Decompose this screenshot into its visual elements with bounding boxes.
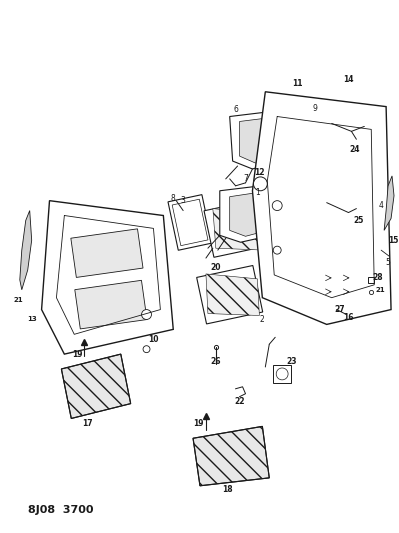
Text: 26: 26 [211,357,221,366]
Text: 13: 13 [27,317,37,322]
Text: 4: 4 [379,201,383,210]
Circle shape [253,177,267,191]
Polygon shape [230,110,297,169]
Circle shape [276,368,288,380]
Polygon shape [172,199,208,246]
Polygon shape [41,200,173,354]
Text: 7: 7 [243,174,248,183]
Text: 8J08  3700: 8J08 3700 [28,505,93,514]
Polygon shape [308,112,330,126]
Text: 17: 17 [82,419,93,428]
Polygon shape [315,270,364,305]
Text: 18: 18 [222,485,233,494]
Text: 8: 8 [171,194,176,203]
Polygon shape [253,92,391,325]
Polygon shape [71,229,143,278]
Polygon shape [168,195,212,251]
Circle shape [272,200,282,211]
Polygon shape [75,280,147,329]
Polygon shape [239,117,287,163]
Text: 12: 12 [254,168,265,177]
Text: 19: 19 [193,419,203,428]
Text: 27: 27 [334,305,345,314]
Text: 5: 5 [386,257,391,266]
Text: 22: 22 [234,397,245,406]
Text: 11: 11 [292,79,302,88]
Text: 1: 1 [255,188,260,197]
Circle shape [273,246,281,254]
Text: 28: 28 [373,273,383,282]
Polygon shape [273,365,291,383]
Text: 21: 21 [375,287,385,293]
Circle shape [142,310,152,319]
Text: 20: 20 [211,263,221,272]
Polygon shape [322,186,384,268]
Polygon shape [384,176,394,230]
Polygon shape [193,426,269,486]
Polygon shape [220,184,285,242]
Text: 6: 6 [233,105,238,114]
Text: 25: 25 [353,216,363,225]
Polygon shape [204,199,267,257]
Polygon shape [206,274,259,316]
Text: 15: 15 [388,236,399,245]
Text: 24: 24 [349,144,359,154]
Text: 23: 23 [287,357,297,366]
Circle shape [143,346,150,353]
Text: 16: 16 [343,313,354,322]
Text: 2: 2 [260,315,265,324]
Polygon shape [230,191,275,236]
Polygon shape [197,265,263,324]
Text: 19: 19 [72,350,83,359]
Polygon shape [332,195,374,260]
Text: 21: 21 [13,297,23,303]
Polygon shape [61,354,131,418]
Text: 14: 14 [343,75,354,84]
Polygon shape [213,208,265,250]
Text: 3: 3 [181,196,186,205]
Polygon shape [20,211,32,290]
Text: 9: 9 [312,104,317,113]
Polygon shape [305,191,328,206]
Text: 10: 10 [148,335,159,344]
